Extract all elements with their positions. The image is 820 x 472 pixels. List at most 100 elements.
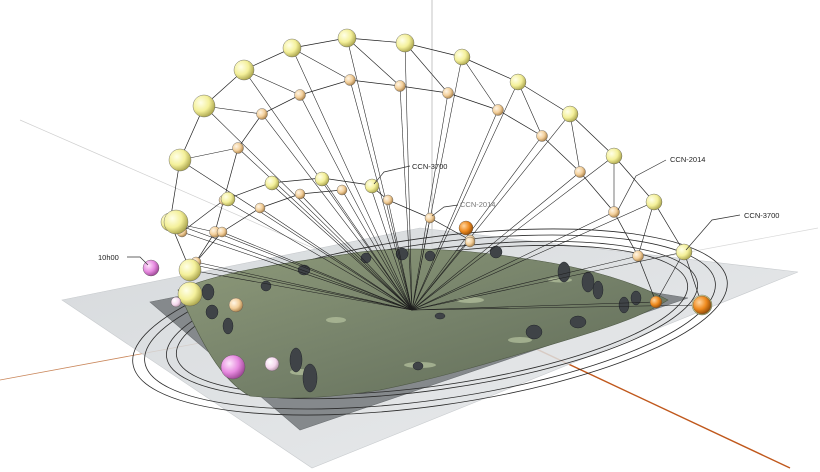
inner-arc-sphere xyxy=(394,80,406,92)
sight-line xyxy=(269,182,413,311)
label-ccn-2014-outer: CCN-2014 xyxy=(670,155,705,164)
sight-line xyxy=(203,105,413,311)
sight-line xyxy=(261,113,413,311)
inner-arc-sphere xyxy=(632,250,644,262)
outer-arc-sphere xyxy=(177,281,203,307)
sight-line xyxy=(193,264,413,311)
sight-line xyxy=(189,269,413,311)
standing-stone xyxy=(222,317,234,335)
label-ccn-3700-inner: CCN-3700 xyxy=(412,162,447,171)
inner-arc-sphere xyxy=(228,297,244,313)
sight-line xyxy=(341,189,413,311)
sight-line xyxy=(179,159,413,311)
outer-arc-sphere xyxy=(233,59,255,81)
sight-line xyxy=(214,231,413,311)
hour-sphere xyxy=(170,296,182,308)
outer-arc-sphere xyxy=(395,33,415,53)
hour-connector xyxy=(404,42,449,94)
outer-arc-sphere xyxy=(192,94,216,118)
inner-arc-sphere xyxy=(536,130,548,142)
hour-connector xyxy=(655,251,685,303)
sight-line xyxy=(181,231,413,311)
sight-line xyxy=(169,221,413,311)
standing-stone xyxy=(618,296,630,314)
standing-stone xyxy=(412,361,424,371)
sight-line xyxy=(349,79,413,311)
sight-line xyxy=(411,171,581,311)
outer-arc-sphere xyxy=(220,191,236,207)
sight-line xyxy=(221,231,413,311)
outer-arc-sphere xyxy=(509,73,527,91)
sight-line xyxy=(411,251,685,311)
hour-connector xyxy=(461,56,499,111)
outer-arc-sphere xyxy=(264,175,280,191)
sight-line xyxy=(243,69,413,311)
annotation-leaders xyxy=(127,159,741,266)
standing-stone xyxy=(201,283,215,301)
standing-stone xyxy=(360,252,372,264)
sight-line xyxy=(411,201,655,311)
outer-arc-sphere xyxy=(453,48,471,66)
standing-stone xyxy=(489,245,503,259)
sight-line xyxy=(411,92,449,311)
standing-stone xyxy=(592,280,604,300)
outer-arc-sphere xyxy=(168,148,192,172)
inner-arc-sphere xyxy=(216,226,228,238)
hour-connector xyxy=(291,47,351,81)
inner-arc-sphere xyxy=(608,206,620,218)
sun-sight-lines xyxy=(169,37,703,311)
outer-arc-sphere xyxy=(178,258,202,282)
inner-arc-sphere xyxy=(294,188,306,200)
standing-stone xyxy=(630,290,642,306)
sight-line xyxy=(259,207,413,311)
sight-line xyxy=(404,42,413,311)
hour-sphere xyxy=(220,354,246,380)
sight-line xyxy=(411,135,543,311)
outer-arc-sphere xyxy=(314,171,330,187)
sight-line xyxy=(223,199,413,311)
inner-arc-sphere xyxy=(294,89,306,101)
sight-line xyxy=(237,147,413,311)
sight-line xyxy=(387,199,413,311)
hour-connector xyxy=(637,201,655,257)
standing-stone xyxy=(289,347,303,373)
label-ccn-2014-inner: CCN-2014 xyxy=(460,200,495,209)
standing-stone xyxy=(569,315,587,329)
sight-line xyxy=(411,301,657,311)
hour-connector xyxy=(346,37,401,87)
inner-arc-sphere xyxy=(442,87,454,99)
inner-arc-sphere xyxy=(232,142,244,154)
outer-arc-sphere xyxy=(364,178,380,194)
sun-position-spheres xyxy=(142,28,713,380)
sight-line xyxy=(195,261,413,311)
solstice-sphere xyxy=(649,295,663,309)
inner-arc-sphere xyxy=(254,202,266,214)
standing-stone xyxy=(434,312,446,320)
outer-arc-sphere xyxy=(605,147,623,165)
inner-arc-sphere xyxy=(344,74,356,86)
outer-arc-sphere xyxy=(163,209,189,235)
sight-line xyxy=(411,239,471,311)
sight-line xyxy=(369,184,413,311)
inner-arc-sphere xyxy=(336,184,348,196)
sight-line xyxy=(299,94,413,311)
inner-arc-sphere xyxy=(256,108,268,120)
sight-line xyxy=(411,211,615,311)
outer-arc-sphere xyxy=(561,105,579,123)
hour-connector xyxy=(243,69,301,96)
outer-arc-sphere xyxy=(337,28,357,48)
inner-arc-sphere xyxy=(464,236,476,248)
time-label-10h00: 10h00 xyxy=(98,253,119,262)
inner-arc-sphere xyxy=(382,194,394,206)
sight-line xyxy=(299,193,413,311)
inner-arc-sphere xyxy=(492,104,504,116)
sight-line xyxy=(411,113,571,311)
standing-stone xyxy=(525,324,543,340)
sight-line xyxy=(411,217,431,311)
standing-stone xyxy=(302,363,318,393)
standing-stone xyxy=(581,271,595,293)
standing-stone xyxy=(260,280,272,292)
outer-arc-sphere xyxy=(645,193,663,211)
hour-sphere xyxy=(264,356,280,372)
